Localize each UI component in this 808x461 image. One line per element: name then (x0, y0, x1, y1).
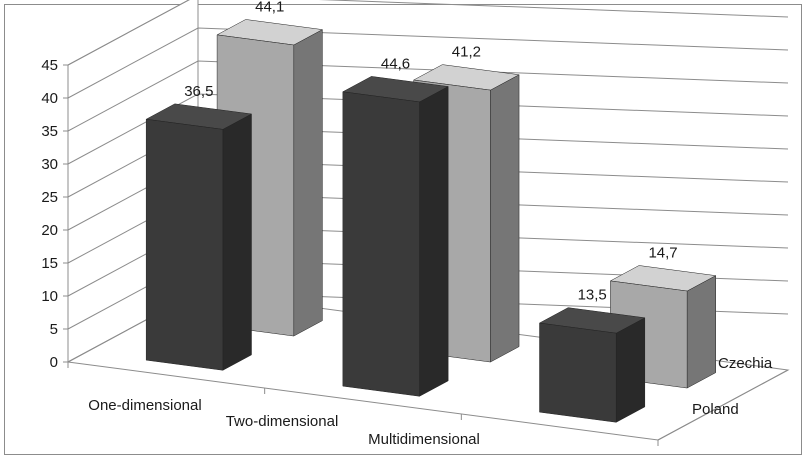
bar-side (615, 317, 646, 423)
y-tick-label: 10 (41, 288, 58, 305)
y-tick-label: 35 (41, 123, 58, 140)
y-tick-label: 25 (41, 189, 58, 206)
y-axis-ticks: 0 5 10 15 20 25 30 35 40 45 (41, 57, 68, 371)
depth-label: Czechia (718, 355, 773, 372)
gridline (67, 27, 789, 99)
y-tick-label: 45 (41, 57, 58, 74)
y-tick-label: 5 (50, 321, 58, 338)
category-label: Two-dimensional (226, 413, 339, 430)
category-labels: One-dimensional Two-dimensional Multidimen… (67, 362, 659, 448)
y-tick-label: 15 (41, 255, 58, 272)
gridline (67, 0, 789, 66)
category-label: Multidimensional (368, 431, 480, 448)
bar (342, 91, 420, 397)
bar (145, 118, 224, 371)
data-label: 36,5 (184, 83, 213, 100)
depth-labels: Poland Czechia (657, 355, 789, 441)
bar-side (490, 74, 520, 363)
bar-side (686, 275, 716, 389)
data-label: 44,6 (381, 55, 410, 72)
depth-label: Poland (692, 401, 739, 418)
bar-side (293, 29, 323, 337)
gridline (67, 93, 789, 165)
y-tick-label: 0 (50, 354, 58, 371)
bars (145, 19, 717, 423)
data-label: 41,2 (452, 44, 481, 61)
bar-side (419, 86, 449, 397)
gridline (67, 60, 789, 132)
data-label: 13,5 (578, 287, 607, 304)
depth-axis (657, 369, 789, 441)
y-tick-label: 40 (41, 90, 58, 107)
data-label: 44,1 (255, 0, 284, 15)
bar (539, 322, 617, 423)
category-label: One-dimensional (88, 397, 201, 414)
y-tick-label: 30 (41, 156, 58, 173)
bar-side (222, 113, 252, 371)
data-labels: 44,1 41,2 14,7 36,5 44,6 13,5 (184, 0, 677, 304)
data-label: 14,7 (648, 244, 677, 261)
y-tick-label: 20 (41, 222, 58, 239)
